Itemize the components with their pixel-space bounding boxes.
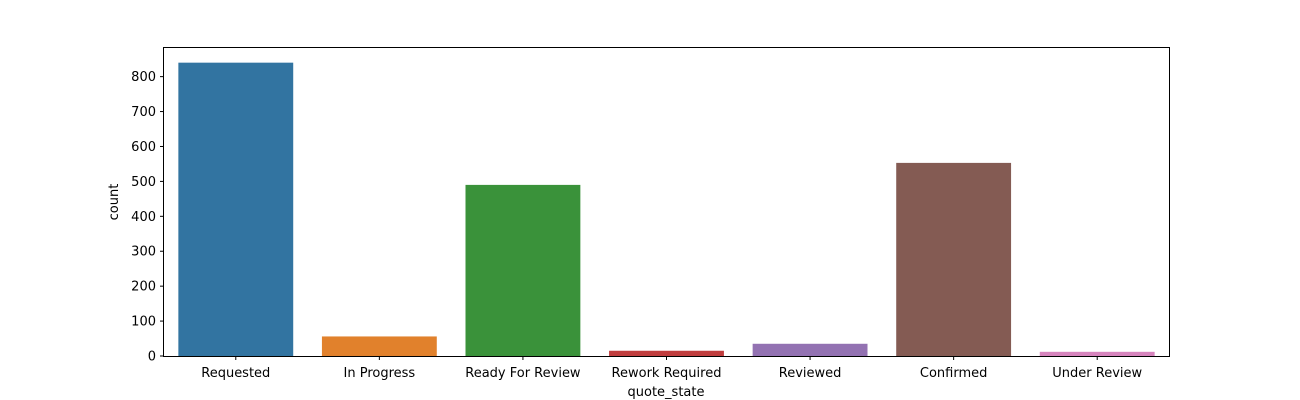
bar-requested <box>178 62 294 357</box>
y-tick-label: 100 <box>131 315 156 330</box>
x-tick-label: Ready For Review <box>465 366 581 381</box>
bar-rework-required <box>609 350 724 356</box>
y-tick-label: 500 <box>131 175 156 190</box>
x-tick-label: Rework Required <box>612 366 722 381</box>
bars-layer <box>178 62 1155 357</box>
y-tick-label: 700 <box>131 105 156 120</box>
y-tick-label: 300 <box>131 245 156 260</box>
y-axis-label: count <box>107 184 122 221</box>
x-tick-label: Under Review <box>1052 366 1142 381</box>
bar-under-review <box>1039 351 1155 356</box>
y-tick-label: 0 <box>148 350 156 365</box>
x-tick-label: Reviewed <box>779 366 842 381</box>
y-tick-label: 400 <box>131 210 156 225</box>
bar-confirmed <box>896 162 1012 356</box>
x-tick-label: In Progress <box>344 366 416 381</box>
x-axis-ticks: Requested In Progress Ready For Review Rewo… <box>201 356 1143 381</box>
y-axis-ticks: 0 100 200 300 400 500 600 700 800 <box>131 70 164 365</box>
bar-ready-for-review <box>465 184 581 356</box>
x-axis-label: quote_state <box>628 385 705 400</box>
x-tick-label: Requested <box>201 366 270 381</box>
x-tick-label: Confirmed <box>920 366 988 381</box>
plot-frame <box>163 47 1170 357</box>
y-tick-label: 200 <box>131 280 156 295</box>
y-tick-label: 600 <box>131 140 156 155</box>
bar-in-progress <box>321 336 437 356</box>
y-tick-label: 800 <box>131 70 156 85</box>
bar-reviewed <box>752 343 868 356</box>
